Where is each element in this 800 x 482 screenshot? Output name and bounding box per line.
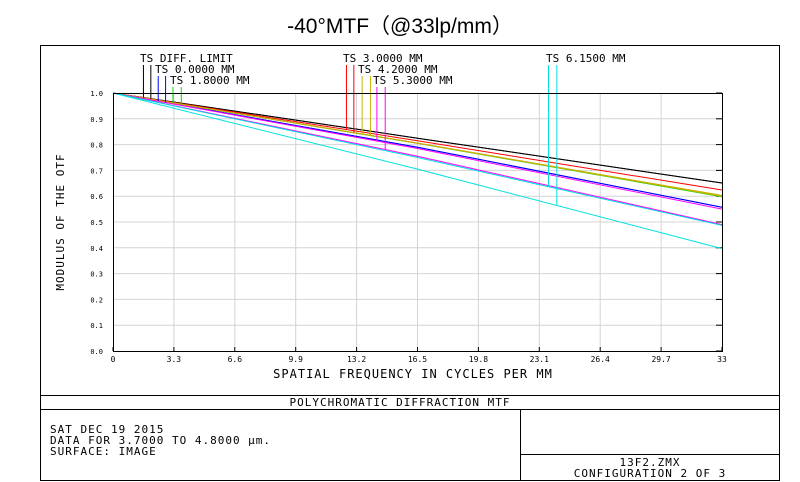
footer-file: 13F2.ZMX: [620, 456, 681, 469]
x-tick-label: 6.6: [228, 355, 243, 364]
y-tick-label: 0.6: [90, 193, 103, 201]
y-tick-label: 0.0: [90, 348, 103, 356]
plot-frame: [40, 45, 780, 481]
y-tick-label: 0.7: [90, 167, 103, 175]
footer-configuration: CONFIGURATION 2 OF 3: [574, 467, 726, 480]
legend-label: TS 3.0000 MM: [343, 52, 423, 65]
legend-label: TS 1.8000 MM: [170, 74, 250, 87]
y-tick-label: 0.5: [90, 219, 103, 227]
y-tick-label: 0.2: [90, 296, 103, 304]
series-line-6-1500-mm-t: [112, 92, 723, 226]
y-tick-label: 0.8: [90, 142, 103, 150]
y-axis-label: MODULUS OF THE OTF: [54, 153, 67, 290]
x-tick-labels: 0 3.3 6.6 9.9 13.2 16.5 19.8 23.1 26.4 29.7 33: [111, 355, 727, 364]
series-line-6-1500-mm-s: [112, 92, 723, 250]
y-tick-label: 0.3: [90, 271, 103, 279]
x-tick-label: 9.9: [288, 355, 303, 364]
y-tick-label: 0.9: [90, 116, 103, 124]
grid: [112, 92, 723, 352]
x-tick-label: 19.8: [469, 355, 488, 364]
x-tick-label: 16.5: [408, 355, 427, 364]
x-tick-label: 29.7: [651, 355, 670, 364]
plot-area: [113, 93, 723, 352]
series-line-4-2000-mm-s: [112, 92, 723, 197]
chart-subtitle: POLYCHROMATIC DIFFRACTION MTF: [289, 396, 510, 409]
footer-data-range: DATA FOR 3.7000 TO 4.8000 µm.: [50, 434, 271, 447]
legend-label: TS 6.1500 MM: [546, 52, 626, 65]
y-tick-labels: 0.0 0.1 0.2 0.3 0.4 0.5 0.6 0.7 0.8 0.9 1.0: [90, 90, 103, 356]
legend-label: TS DIFF. LIMIT: [140, 52, 233, 65]
x-tick-label: 13.2: [347, 355, 366, 364]
x-tick-label: 3.3: [167, 355, 182, 364]
legend-label: TS 5.3000 MM: [373, 74, 453, 87]
footer-date: SAT DEC 19 2015: [50, 423, 164, 436]
x-tick-label: 33: [717, 355, 727, 364]
x-tick-label: 0: [111, 355, 116, 364]
curves: [112, 92, 723, 250]
footer-surface: SURFACE: IMAGE: [50, 445, 157, 458]
y-tick-label: 1.0: [90, 90, 103, 98]
y-tick-label: 0.4: [90, 245, 103, 253]
x-tick-label: 23.1: [530, 355, 549, 364]
x-axis-label: SPATIAL FREQUENCY IN CYCLES PER MM: [273, 367, 553, 381]
y-tick-label: 0.1: [90, 322, 103, 330]
series-line-3-0000-mm-t: [112, 92, 723, 191]
legend-label: TS 4.2000 MM: [358, 63, 438, 76]
legend-label: TS 0.0000 MM: [155, 63, 235, 76]
series-line-diff-limit-s: [112, 92, 723, 184]
x-tick-label: 26.4: [591, 355, 610, 364]
chart-title: -40°MTF（@33lp/mm）: [287, 15, 513, 38]
series-line-5-3000-mm-t: [112, 92, 723, 210]
